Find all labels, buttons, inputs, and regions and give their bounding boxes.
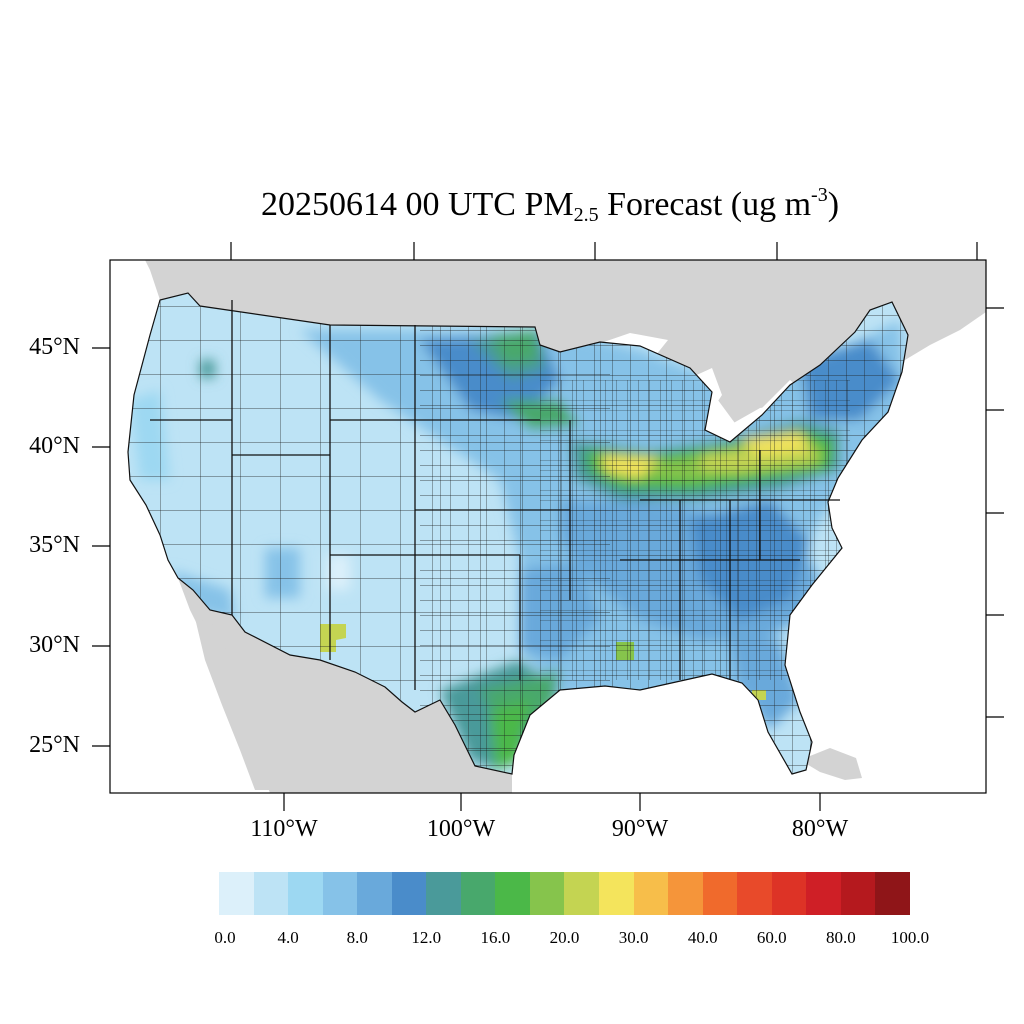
colorbar-box-9 (529, 872, 565, 915)
chart-title: 20250614 00 UTC PM2.5 Forecast (ug m-3) (0, 184, 1024, 227)
colorbar-label-10: 100.0 (890, 928, 930, 947)
colorbar-box-5 (391, 872, 427, 915)
colorbar-box-10 (564, 872, 600, 915)
cuba-land (800, 748, 862, 780)
colorbar-label-0: 0.0 (214, 928, 236, 947)
conus-outline (127, 292, 909, 775)
colorbar-box-19 (875, 872, 910, 915)
title-suffix: ) (827, 186, 840, 223)
colorbar-box-2 (288, 872, 323, 915)
colorbar-box-12 (633, 872, 669, 915)
colorbar-box-3 (322, 872, 358, 915)
colorbar-box-17 (806, 872, 841, 915)
lon-ticks-top (230, 242, 978, 260)
colorbar-box-8 (495, 872, 530, 915)
lon-ticks-bottom (283, 793, 821, 811)
lon-label-80w: 80°W (791, 816, 849, 842)
colorbar (219, 872, 910, 915)
lon-label-100w: 100°W (426, 816, 496, 842)
lat-label-45: 45°N (29, 334, 80, 360)
colorbar-label-8: 60.0 (756, 928, 787, 947)
colorbar-box-1 (253, 872, 289, 915)
colorbar-box-18 (840, 872, 876, 915)
baja-land (195, 618, 270, 790)
lat-label-30: 30°N (29, 632, 80, 658)
colorbar-box-4 (357, 872, 392, 915)
colorbar-box-14 (702, 872, 738, 915)
colorbar-label-9: 80.0 (826, 928, 856, 947)
state-lines (150, 300, 840, 690)
conus-pm25-field (128, 293, 908, 774)
colorbar-label-5: 20.0 (549, 928, 580, 947)
colorbar-label-4: 16.0 (480, 928, 511, 947)
map-frame (109, 259, 987, 794)
colorbar-box-13 (668, 872, 703, 915)
lat-label-40: 40°N (29, 433, 80, 459)
title-prefix: 20250614 00 UTC PM (260, 186, 574, 223)
colorbar-box-11 (599, 872, 634, 915)
canada-land (145, 260, 986, 430)
colorbar-label-2: 8.0 (346, 928, 368, 947)
lat-label-35: 35°N (29, 532, 80, 558)
colorbar-label-1: 4.0 (277, 928, 299, 947)
colorbar-box-0 (219, 872, 254, 915)
lon-label-90w: 90°W (611, 816, 669, 842)
colorbar-box-16 (771, 872, 807, 915)
lon-label-110w: 110°W (250, 816, 318, 842)
title-subscript: 2.5 (573, 204, 599, 226)
colorbar-label-6: 30.0 (618, 928, 649, 947)
colorbar-box-6 (426, 872, 461, 915)
title-middle: Forecast (ug m (598, 186, 812, 223)
title-superscript: -3 (811, 184, 828, 206)
colorbar-box-7 (460, 872, 496, 915)
colorbar-box-15 (737, 872, 772, 915)
lat-ticks-left (92, 347, 110, 747)
colorbar-label-3: 12.0 (411, 928, 442, 947)
colorbar-label-7: 40.0 (687, 928, 718, 947)
lat-ticks-right (986, 307, 1004, 718)
lat-label-25: 25°N (29, 732, 80, 758)
